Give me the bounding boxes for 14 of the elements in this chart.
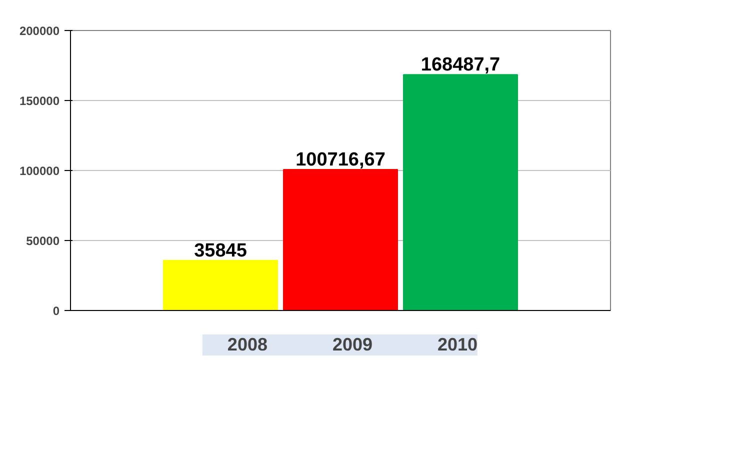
y-tick-label: 0 <box>52 304 60 318</box>
data-label: 100716,67 <box>296 149 386 170</box>
series-label: 2009 <box>332 334 373 356</box>
bar <box>163 260 278 310</box>
series-label: 2008 <box>227 334 268 356</box>
series-label: 2010 <box>438 334 478 356</box>
y-tick-label: 50000 <box>26 234 60 248</box>
y-tick-label: 100000 <box>19 164 60 178</box>
bar <box>283 168 398 310</box>
y-tick-label: 200000 <box>19 24 60 38</box>
data-label: 35845 <box>194 240 248 262</box>
data-label: 168487,7 <box>420 54 500 76</box>
bar <box>403 74 518 310</box>
y-tick-label: 150000 <box>19 94 60 108</box>
